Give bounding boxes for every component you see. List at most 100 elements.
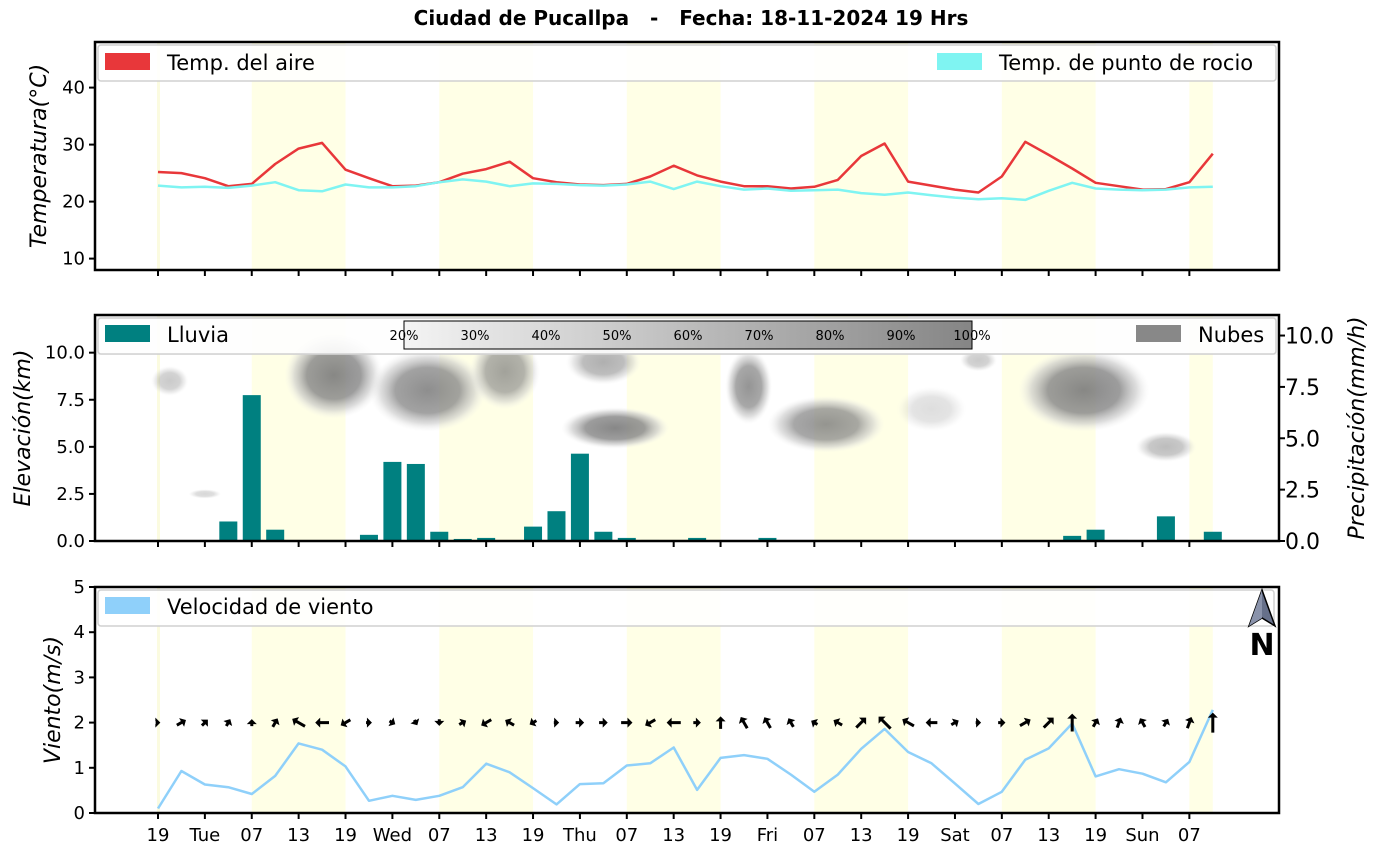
wind-direction-arrow xyxy=(176,718,186,727)
wind-direction-arrow xyxy=(1185,717,1195,729)
colorbar-label: 90% xyxy=(887,329,916,344)
wind-direction-arrow xyxy=(434,719,445,726)
legend-label-wind: Velocidad de viento xyxy=(167,595,373,619)
y-axis-label-wind: Viento(m/s) xyxy=(41,636,66,764)
rain-bar xyxy=(430,531,449,541)
wind-direction-arrow xyxy=(786,718,796,728)
y-tick-label: 5.0 xyxy=(56,437,85,458)
x-tick-label: 13 xyxy=(475,825,498,846)
y2-tick-label: 2.5 xyxy=(1285,479,1320,504)
wind-direction-arrow xyxy=(270,718,280,728)
rain-bar xyxy=(547,511,566,541)
x-tick-label: 13 xyxy=(1037,825,1060,846)
y2-tick-label: 7.5 xyxy=(1285,376,1320,401)
wind-direction-arrow xyxy=(666,717,681,728)
wind-direction-arrow xyxy=(762,717,772,729)
colorbar-label: 60% xyxy=(674,329,703,344)
wind-direction-arrow xyxy=(998,717,1006,728)
wind-direction-arrow xyxy=(621,717,633,728)
wind-direction-arrow xyxy=(975,717,982,728)
wind-direction-arrow xyxy=(410,718,420,726)
wind-direction-arrow xyxy=(553,717,560,728)
rain-bar xyxy=(617,537,636,541)
colorbar-label: 50% xyxy=(603,329,632,344)
wind-direction-arrow xyxy=(855,717,867,729)
x-tick-label: 07 xyxy=(428,825,451,846)
wind-direction-arrow xyxy=(246,719,257,727)
daylight-band xyxy=(1189,587,1213,813)
wind-direction-arrow xyxy=(223,719,233,727)
wind-direction-arrow xyxy=(738,716,749,729)
wind-direction-arrow xyxy=(1042,717,1054,729)
cloud-colorbar xyxy=(403,320,973,350)
x-tick-label: Tue xyxy=(189,825,221,846)
wind-direction-arrow xyxy=(292,717,306,728)
legend-label-clouds: Nubes xyxy=(1198,323,1264,347)
rain-bar xyxy=(524,526,543,541)
wind-direction-arrow xyxy=(833,718,843,727)
wind-direction-arrow xyxy=(1114,717,1124,729)
daylight-band xyxy=(1189,42,1213,270)
air-temp-line xyxy=(157,140,1214,194)
y-tick-label: 10 xyxy=(62,249,85,270)
colorbar-label: 70% xyxy=(745,329,774,344)
x-tick-label: 07 xyxy=(803,825,826,846)
rain-bar xyxy=(1156,516,1175,541)
rain-bar xyxy=(1203,531,1222,541)
wind-direction-arrow xyxy=(481,718,492,728)
x-tick-label: 19 xyxy=(334,825,357,846)
plot-frame xyxy=(93,585,1281,815)
cloud-blob xyxy=(188,489,222,499)
x-tick-label: 13 xyxy=(287,825,310,846)
rain-bar xyxy=(406,463,425,541)
y-tick-label: 2 xyxy=(74,713,85,734)
cloud-blob xyxy=(896,386,967,432)
legend-label-dew-point: Temp. de punto de rocio xyxy=(998,51,1253,75)
rain-bar xyxy=(1063,535,1082,541)
y2-tick-label: 0.0 xyxy=(1285,530,1320,555)
rain-bar xyxy=(219,521,238,541)
rain-bar xyxy=(383,461,402,541)
legend-swatch-air-temp xyxy=(105,53,150,70)
cloud-blob xyxy=(150,365,189,396)
legend-swatch-dew-point xyxy=(937,53,982,70)
x-tick-label: 07 xyxy=(990,825,1013,846)
y-axis-label-temperature: Temperatura(°C) xyxy=(27,64,52,248)
y-tick-label: 0.0 xyxy=(56,531,85,552)
y-tick-label: 5 xyxy=(74,577,85,598)
y-tick-label: 20 xyxy=(62,192,85,213)
x-tick-label: 19 xyxy=(1084,825,1107,846)
wind-direction-arrow xyxy=(458,718,467,728)
legend-swatch-clouds xyxy=(1136,325,1181,342)
daylight-band xyxy=(157,315,160,541)
wind-direction-arrow xyxy=(645,718,657,728)
y-tick-label: 3 xyxy=(74,667,85,688)
x-tick-label: 19 xyxy=(147,825,170,846)
rain-bar xyxy=(594,531,613,541)
wind-direction-arrow xyxy=(925,717,938,728)
legend-label-rain: Lluvia xyxy=(167,323,229,347)
x-tick-label: Thu xyxy=(562,825,597,846)
x-tick-label: 19 xyxy=(709,825,732,846)
plot-frame xyxy=(93,313,1281,543)
wind-direction-arrow xyxy=(529,717,538,727)
plot-frame xyxy=(93,40,1281,272)
wind-direction-arrow xyxy=(575,717,585,728)
x-tick-label: 19 xyxy=(522,825,545,846)
wind-direction-arrow xyxy=(200,719,208,727)
y-tick-label: 0 xyxy=(74,803,85,824)
rain-bar xyxy=(1086,529,1105,541)
y-tick-label: 1 xyxy=(74,758,85,779)
wind-direction-arrow xyxy=(366,717,372,728)
rain-bar xyxy=(242,395,261,541)
wind-direction-arrow xyxy=(155,717,161,728)
north-label: N xyxy=(1249,628,1274,663)
x-tick-label: 19 xyxy=(897,825,920,846)
rain-bar xyxy=(758,537,777,541)
legend-label-air-temp: Temp. del aire xyxy=(166,51,315,75)
cloud-blob xyxy=(725,348,773,425)
cloud-blob xyxy=(368,348,487,432)
rain-bar xyxy=(570,453,589,541)
cloud-blob xyxy=(1135,431,1197,462)
